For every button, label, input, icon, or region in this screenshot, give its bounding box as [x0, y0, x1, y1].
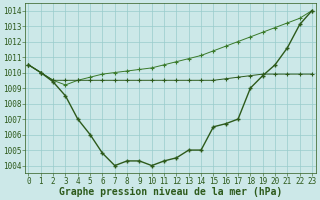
X-axis label: Graphe pression niveau de la mer (hPa): Graphe pression niveau de la mer (hPa): [59, 187, 282, 197]
